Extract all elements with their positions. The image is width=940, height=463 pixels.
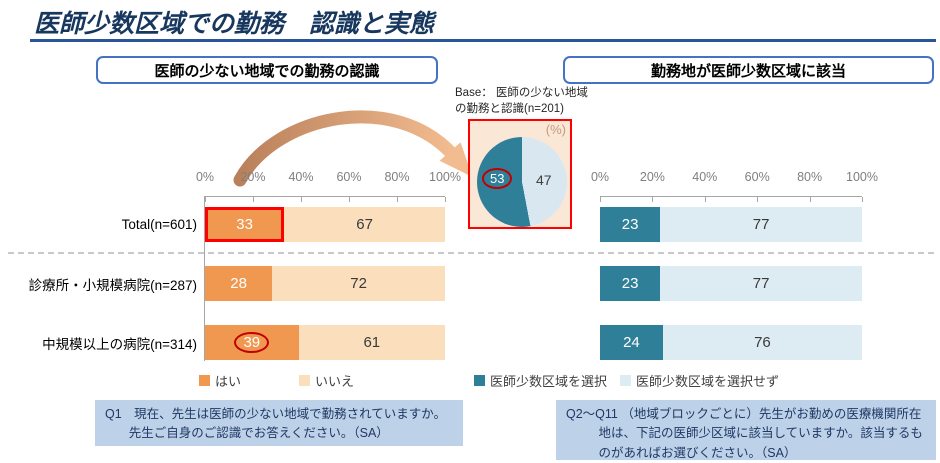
bar-value: 61 xyxy=(363,334,381,351)
right-question-text: Q2～Q11 （地域ブロックごとに）先生がお勤めの医療機関所在地は、下記の医師少… xyxy=(566,407,923,460)
axis-tick-label: 100% xyxy=(846,170,878,184)
axis-tick-label: 60% xyxy=(336,170,362,184)
legend-swatch-icon xyxy=(474,375,485,386)
axis-tick-label: 80% xyxy=(384,170,410,184)
legend-item: はい xyxy=(199,371,241,390)
right-axis-ruler xyxy=(600,196,863,202)
pie-unit-label: (%) xyxy=(545,122,566,137)
left-axis-ruler xyxy=(205,196,446,202)
right-axis-labels: 0% 20% 40% 60% 80% 100% xyxy=(591,170,878,184)
bar-segment: 28 xyxy=(205,266,273,301)
bar-value: 77 xyxy=(752,216,770,233)
bar-row: 39 61 xyxy=(205,325,445,360)
axis-tick xyxy=(704,197,706,202)
bar-row: 23 77 xyxy=(600,207,862,242)
bar-value: 23 xyxy=(621,275,639,292)
right-chart-header: 勤務地が医師少数区域に該当 xyxy=(563,56,934,84)
axis-tick xyxy=(253,197,254,202)
axis-tick xyxy=(757,197,759,202)
legend-label: 医師少数区域を選択せず xyxy=(636,374,780,389)
axis-tick xyxy=(445,197,446,202)
bar-segment: 76 xyxy=(662,325,862,360)
axis-tick-label: 20% xyxy=(240,170,266,184)
legend-label: 医師少数区域を選択 xyxy=(490,374,608,389)
bar-value: 76 xyxy=(754,334,771,351)
bar-value: 67 xyxy=(356,216,373,233)
bar-value: 24 xyxy=(623,334,640,351)
legend-swatch-icon xyxy=(299,375,311,386)
bar-segment: 77 xyxy=(660,266,862,301)
axis-tick xyxy=(652,197,654,202)
curved-arrow-icon xyxy=(233,110,473,187)
left-question-note: Q1 現在、先生は医師の少ない地域で勤務されていますか。先生ご自身のご認識でお答… xyxy=(95,400,463,446)
bar-value: 39 xyxy=(234,332,270,353)
bar-row: 33 67 xyxy=(205,207,445,242)
bar-segment: 23 xyxy=(600,207,661,242)
title-underline xyxy=(30,39,936,42)
axis-tick xyxy=(205,197,206,202)
bar-segment: 23 xyxy=(600,266,661,301)
axis-tick-label: 100% xyxy=(429,170,461,184)
bar-segment: 33 xyxy=(205,207,285,242)
bar-row: 24 76 xyxy=(600,325,862,360)
axis-tick xyxy=(301,197,302,202)
left-axis-line xyxy=(204,196,205,361)
axis-tick-label: 80% xyxy=(797,170,823,184)
category-label: 診療所・小規模病院(n=287) xyxy=(28,277,197,293)
left-question-text: Q1 現在、先生は医師の少ない地域で勤務されていますか。先生ご自身のご認識でお答… xyxy=(105,407,447,441)
bar-value: 33 xyxy=(236,216,253,233)
page-title: 医師少数区域での勤務 認識と実態 xyxy=(34,10,435,38)
legend-swatch-icon xyxy=(199,375,210,386)
axis-tick-label: 0% xyxy=(590,170,610,184)
legend-item: 医師少数区域を選択せず xyxy=(620,371,779,390)
axis-tick-label: 40% xyxy=(692,170,718,184)
left-chart-header: 医師の少ない地域での勤務の認識 xyxy=(96,56,438,84)
axis-tick xyxy=(809,197,811,202)
right-legend: 医師少数区域を選択 医師少数区域を選択せず xyxy=(474,371,779,390)
axis-tick xyxy=(397,197,398,202)
divider-dashed-line xyxy=(8,252,934,254)
bar-segment: 72 xyxy=(272,266,445,301)
bar-segment: 39 xyxy=(205,325,299,360)
axis-tick-label: 40% xyxy=(288,170,314,184)
pie-value-not-selected: 47 xyxy=(536,172,552,188)
category-label: 中規模以上の病院(n=314) xyxy=(42,336,197,352)
legend-item: 医師少数区域を選択 xyxy=(474,371,607,390)
right-bar-rows: 23 77 23 77 24 76 xyxy=(600,207,862,384)
axis-tick xyxy=(862,197,863,202)
bar-row: 28 72 xyxy=(205,266,445,301)
bar-value: 77 xyxy=(752,275,770,292)
left-category-labels: Total(n=601) 診療所・小規模病院(n=287) 中規模以上の病院(n=3… xyxy=(0,207,197,384)
bar-segment: 61 xyxy=(298,325,445,360)
pie-chart-panel: (%) 53 47 xyxy=(468,119,572,229)
bar-value: 23 xyxy=(621,216,639,233)
bar-segment: 24 xyxy=(600,325,663,360)
axis-tick xyxy=(600,197,601,202)
left-axis-labels: 0% 20% 40% 60% 80% 100% xyxy=(196,170,461,184)
bar-value: 72 xyxy=(350,275,367,292)
bar-segment: 77 xyxy=(660,207,862,242)
category-label: Total(n=601) xyxy=(121,217,197,232)
axis-tick xyxy=(349,197,350,202)
axis-tick-label: 0% xyxy=(195,170,215,184)
bar-segment: 67 xyxy=(284,207,445,242)
legend-swatch-icon xyxy=(620,375,632,386)
legend-item: いいえ xyxy=(299,371,354,390)
legend-label: はい xyxy=(215,374,242,389)
left-legend: はい いいえ xyxy=(199,371,354,390)
pie-value-selected: 53 xyxy=(482,168,513,189)
left-bar-rows: 33 67 28 72 39 61 xyxy=(205,207,445,384)
bar-row: 23 77 xyxy=(600,266,862,301)
pie-base-note: Base： 医師の少ない地域の勤務と認識(n=201) xyxy=(455,87,588,116)
axis-tick-label: 60% xyxy=(744,170,770,184)
right-question-note: Q2～Q11 （地域ブロックごとに）先生がお勤めの医療機関所在地は、下記の医師少… xyxy=(556,400,936,460)
bar-value: 28 xyxy=(230,275,247,292)
legend-label: いいえ xyxy=(315,374,355,389)
axis-tick-label: 20% xyxy=(639,170,665,184)
